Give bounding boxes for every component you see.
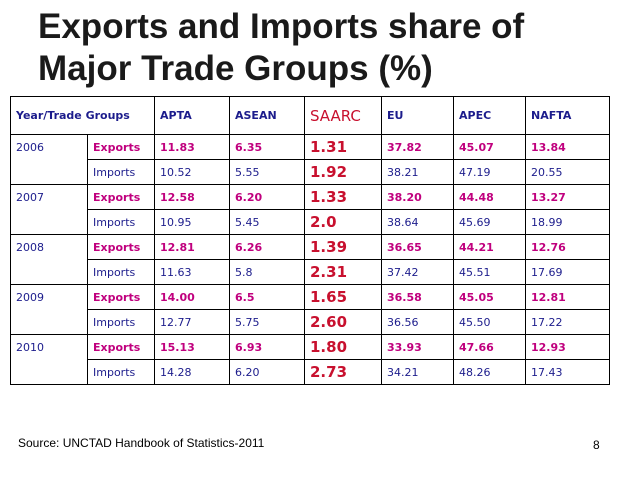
apec-value-cell: 45.50: [453, 309, 526, 335]
table-header-row: Year/Trade Groups APTA ASEAN SAARC EU AP…: [10, 96, 610, 135]
asean-value-cell: 6.20: [229, 359, 305, 385]
year-cell: 2008: [10, 234, 88, 285]
apta-value-cell: 11.83: [154, 134, 230, 160]
apta-value-cell: 14.28: [154, 359, 230, 385]
table-row-2009-imports: Imports 12.77 5.75 2.60 36.56 45.50 17.22: [11, 309, 610, 335]
saarc-value-cell: 2.60: [304, 309, 382, 335]
table-row-2006-exports: 2006 Exports 11.83 6.35 1.31 37.82 45.07 13.84: [10, 134, 610, 185]
table-row-2010-imports: Imports 14.28 6.20 2.73 34.21 48.26 17.43: [11, 359, 610, 385]
eu-value-cell: 38.64: [381, 209, 454, 235]
eu-value-cell: 37.42: [381, 259, 454, 285]
header-asean: ASEAN: [229, 96, 305, 135]
exports-label-cell: Exports: [87, 184, 155, 210]
table-row-2008-imports: Imports 11.63 5.8 2.31 37.42 45.51 17.69: [11, 259, 610, 285]
apta-value-cell: 10.52: [154, 159, 230, 185]
asean-value-cell: 5.75: [229, 309, 305, 335]
header-eu: EU: [381, 96, 454, 135]
saarc-value-cell: 2.73: [304, 359, 382, 385]
apec-value-cell: 44.21: [453, 234, 526, 260]
year-cell: 2010: [10, 334, 88, 385]
eu-value-cell: 33.93: [381, 334, 454, 360]
imports-label-cell: Imports: [87, 359, 155, 385]
imports-label-cell: Imports: [87, 259, 155, 285]
nafta-value-cell: 17.69: [525, 259, 610, 285]
nafta-value-cell: 17.43: [525, 359, 610, 385]
table-row-2010-exports: 2010 Exports 15.13 6.93 1.80 33.93 47.66 12.93: [10, 334, 610, 385]
saarc-value-cell: 2.31: [304, 259, 382, 285]
nafta-value-cell: 13.84: [525, 134, 610, 160]
table-row-2009-exports: 2009 Exports 14.00 6.5 1.65 36.58 45.05 12.81: [10, 284, 610, 335]
apec-value-cell: 47.19: [453, 159, 526, 185]
asean-value-cell: 6.35: [229, 134, 305, 160]
asean-value-cell: 5.8: [229, 259, 305, 285]
apec-value-cell: 48.26: [453, 359, 526, 385]
title-line-2: Major Trade Groups (%): [38, 49, 433, 88]
apta-value-cell: 11.63: [154, 259, 230, 285]
nafta-value-cell: 12.81: [525, 284, 610, 310]
asean-value-cell: 6.26: [229, 234, 305, 260]
year-cell: 2009: [10, 284, 88, 335]
imports-label-cell: Imports: [87, 309, 155, 335]
apec-value-cell: 45.05: [453, 284, 526, 310]
saarc-value-cell: 1.39: [304, 234, 382, 260]
table-row-2006-imports: Imports 10.52 5.55 1.92 38.21 47.19 20.55: [11, 159, 610, 185]
trade-share-table: Year/Trade Groups APTA ASEAN SAARC EU AP…: [10, 96, 610, 385]
apta-value-cell: 14.00: [154, 284, 230, 310]
saarc-value-cell: 1.80: [304, 334, 382, 360]
asean-value-cell: 6.93: [229, 334, 305, 360]
nafta-value-cell: 13.27: [525, 184, 610, 210]
page-number: 8: [593, 438, 600, 452]
saarc-value-cell: 1.65: [304, 284, 382, 310]
imports-label-cell: Imports: [87, 159, 155, 185]
year-cell: 2007: [10, 184, 88, 235]
header-saarc: SAARC: [304, 96, 382, 135]
table-row-2007-imports: Imports 10.95 5.45 2.0 38.64 45.69 18.99: [11, 209, 610, 235]
title-line-1: Exports and Imports share of: [38, 7, 525, 46]
saarc-value-cell: 1.33: [304, 184, 382, 210]
eu-value-cell: 37.82: [381, 134, 454, 160]
imports-label-cell: Imports: [87, 209, 155, 235]
header-apec: APEC: [453, 96, 526, 135]
asean-value-cell: 6.5: [229, 284, 305, 310]
apta-value-cell: 10.95: [154, 209, 230, 235]
exports-label-cell: Exports: [87, 284, 155, 310]
apec-value-cell: 45.69: [453, 209, 526, 235]
year-cell: 2006: [10, 134, 88, 185]
table-row-2008-exports: 2008 Exports 12.81 6.26 1.39 36.65 44.21 12.76: [10, 234, 610, 285]
nafta-value-cell: 12.76: [525, 234, 610, 260]
saarc-value-cell: 2.0: [304, 209, 382, 235]
nafta-value-cell: 20.55: [525, 159, 610, 185]
apta-value-cell: 12.77: [154, 309, 230, 335]
apec-value-cell: 45.07: [453, 134, 526, 160]
header-year-groups: Year/Trade Groups: [10, 96, 155, 135]
eu-value-cell: 36.65: [381, 234, 454, 260]
apec-value-cell: 45.51: [453, 259, 526, 285]
header-apta: APTA: [154, 96, 230, 135]
apec-value-cell: 44.48: [453, 184, 526, 210]
asean-value-cell: 5.45: [229, 209, 305, 235]
apec-value-cell: 47.66: [453, 334, 526, 360]
table-row-2007-exports: 2007 Exports 12.58 6.20 1.33 38.20 44.48 13.27: [10, 184, 610, 235]
eu-value-cell: 38.21: [381, 159, 454, 185]
eu-value-cell: 34.21: [381, 359, 454, 385]
asean-value-cell: 5.55: [229, 159, 305, 185]
eu-value-cell: 38.20: [381, 184, 454, 210]
exports-label-cell: Exports: [87, 234, 155, 260]
saarc-value-cell: 1.31: [304, 134, 382, 160]
eu-value-cell: 36.58: [381, 284, 454, 310]
saarc-value-cell: 1.92: [304, 159, 382, 185]
nafta-value-cell: 17.22: [525, 309, 610, 335]
apta-value-cell: 12.58: [154, 184, 230, 210]
nafta-value-cell: 18.99: [525, 209, 610, 235]
exports-label-cell: Exports: [87, 134, 155, 160]
header-nafta: NAFTA: [525, 96, 610, 135]
apta-value-cell: 12.81: [154, 234, 230, 260]
slide-title: Exports and Imports share of Major Trade…: [38, 6, 524, 90]
source-note: Source: UNCTAD Handbook of Statistics-20…: [18, 436, 265, 450]
apta-value-cell: 15.13: [154, 334, 230, 360]
eu-value-cell: 36.56: [381, 309, 454, 335]
nafta-value-cell: 12.93: [525, 334, 610, 360]
exports-label-cell: Exports: [87, 334, 155, 360]
asean-value-cell: 6.20: [229, 184, 305, 210]
